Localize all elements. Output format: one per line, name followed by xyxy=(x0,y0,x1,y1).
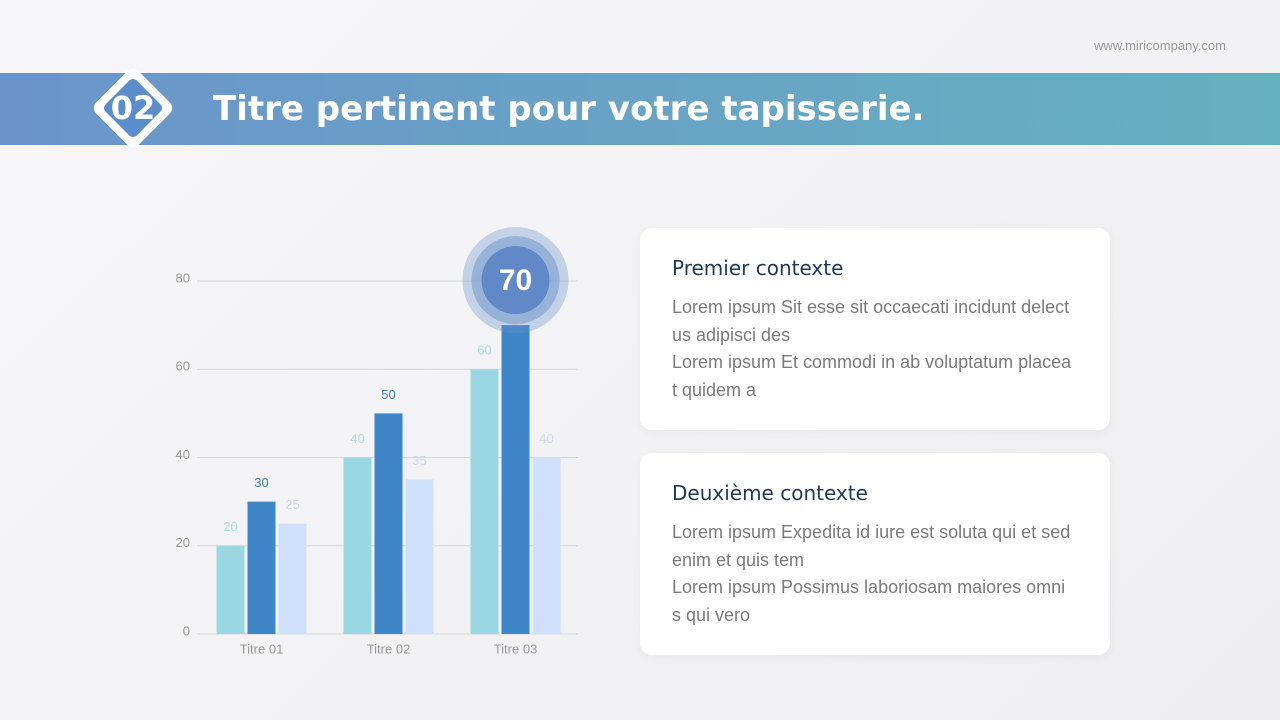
card-text: Lorem ipsum Et commodi in ab voluptatum … xyxy=(672,352,1072,400)
card-text: Lorem ipsum Sit esse sit occaecati incid… xyxy=(672,297,1070,345)
chart: 0 20 40 60 80 Titre 01 20 30 25 Titre 02 40 50 35 Tit… xyxy=(176,227,578,656)
card-text: Lorem ipsum Possimus laboriosam maiores … xyxy=(672,577,1066,625)
bar xyxy=(374,413,403,634)
x-tick-label: Titre 02 xyxy=(367,641,411,656)
card-heading: Deuxième contexte xyxy=(672,481,868,505)
y-tick-label: 0 xyxy=(183,623,190,638)
value-label: 20 xyxy=(223,519,237,534)
y-tick-label: 60 xyxy=(176,359,190,374)
card-text: Lorem ipsum Expedita id iure est soluta … xyxy=(672,522,1071,570)
value-label: 50 xyxy=(381,387,395,402)
bar xyxy=(405,479,434,634)
bar xyxy=(470,369,499,634)
bar xyxy=(247,501,276,634)
value-label: 60 xyxy=(477,343,491,358)
value-label: 40 xyxy=(539,431,553,446)
y-tick-label: 20 xyxy=(176,535,190,550)
x-tick-label: Titre 03 xyxy=(494,641,538,656)
value-label: 30 xyxy=(254,475,268,490)
bar xyxy=(216,545,245,634)
badge-number: 02 xyxy=(111,89,156,127)
y-tick-label: 40 xyxy=(176,447,190,462)
y-tick-label: 80 xyxy=(176,270,190,285)
bar xyxy=(532,457,561,634)
x-tick-label: Titre 01 xyxy=(240,641,284,656)
card: Deuxième contexte Lorem ipsum Expedita i… xyxy=(640,453,1110,655)
bar xyxy=(501,325,530,634)
value-label: 70 xyxy=(499,264,532,297)
value-label: 25 xyxy=(285,497,299,512)
card: Premier contexte Lorem ipsum Sit esse si… xyxy=(640,228,1110,430)
bar xyxy=(343,457,372,634)
value-label: 40 xyxy=(350,431,364,446)
highlight-circle xyxy=(481,246,550,315)
card-heading: Premier contexte xyxy=(672,256,844,280)
website: www.miricompany.com xyxy=(1094,38,1226,53)
number-badge: 02 xyxy=(93,68,173,148)
bar xyxy=(278,523,307,634)
header-band: Titre pertinent pour votre tapisserie. xyxy=(0,73,1280,145)
value-label: 35 xyxy=(412,453,426,468)
header-title: Titre pertinent pour votre tapisserie. xyxy=(213,89,925,129)
